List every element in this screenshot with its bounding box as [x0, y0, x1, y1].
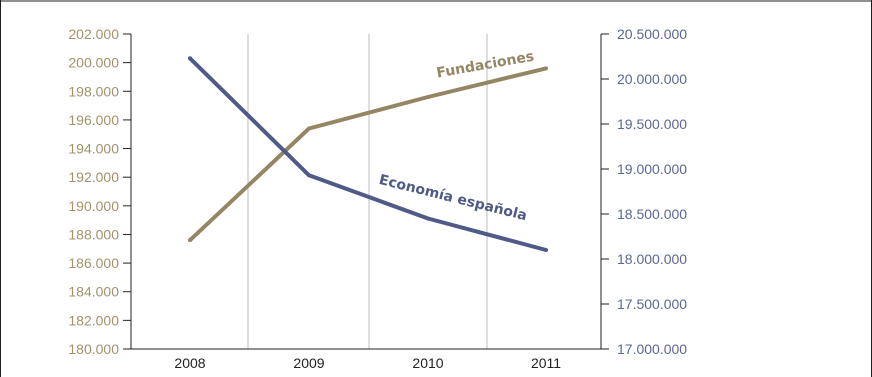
vertical-gridlines — [247, 34, 488, 349]
data-point-economia-espanola-2011 — [544, 248, 548, 252]
right-y-axis: 17.000.000 17.500.000 18.000.000 18.500.000… — [600, 26, 687, 357]
right-tick-label-5: 19.500.000 — [617, 116, 687, 132]
right-tick-label-3: 18.500.000 — [617, 206, 687, 222]
left-tick-label-10: 200.000 — [68, 55, 119, 71]
series-line-fundaciones — [188, 66, 547, 242]
right-tick-label-2: 18.000.000 — [617, 251, 687, 267]
right-tick-label-7: 20.500.000 — [617, 26, 687, 42]
right-tick-label-6: 20.000.000 — [617, 71, 687, 87]
left-tick-label-9: 198.000 — [68, 83, 119, 99]
series-lines — [188, 56, 548, 252]
data-point-economia-espanola-2009 — [307, 173, 311, 178]
x-tick-label-2011: 2011 — [531, 355, 561, 371]
x-tick-label-2010: 2010 — [412, 355, 443, 371]
left-tick-label-2: 184.000 — [68, 284, 119, 300]
data-point-fundaciones-2009 — [307, 126, 311, 131]
right-tick-label-0: 17.000.000 — [617, 341, 687, 357]
x-tick-label-2008: 2008 — [174, 355, 205, 371]
left-tick-label-5: 190.000 — [68, 198, 119, 214]
left-tick-label-6: 192.000 — [68, 169, 119, 185]
x-axis: 2008 2009 2010 2011 — [131, 348, 601, 371]
left-tick-label-3: 186.000 — [68, 255, 119, 271]
data-point-economia-espanola-2008 — [188, 56, 192, 61]
left-tick-label-8: 196.000 — [68, 112, 119, 128]
data-point-fundaciones-2008 — [188, 238, 192, 243]
data-point-economia-espanola-2010 — [426, 216, 430, 221]
left-y-axis: 180.000 182.000 184.000 186.000 188.000 190.0… — [68, 26, 132, 357]
left-tick-label-1: 182.000 — [68, 312, 119, 328]
left-tick-label-11: 202.000 — [68, 26, 119, 42]
left-tick-label-0: 180.000 — [68, 341, 119, 357]
data-point-fundaciones-2011 — [544, 66, 548, 71]
left-tick-label-7: 194.000 — [68, 141, 119, 157]
right-tick-label-4: 19.000.000 — [617, 161, 687, 177]
left-tick-label-4: 188.000 — [68, 226, 119, 242]
right-tick-label-1: 17.500.000 — [617, 296, 687, 312]
series-label-economia-espanola: Economía española — [377, 172, 528, 224]
series-line-economia-espanola — [188, 56, 547, 252]
x-tick-label-2009: 2009 — [293, 355, 324, 371]
data-point-fundaciones-2010 — [426, 95, 430, 99]
